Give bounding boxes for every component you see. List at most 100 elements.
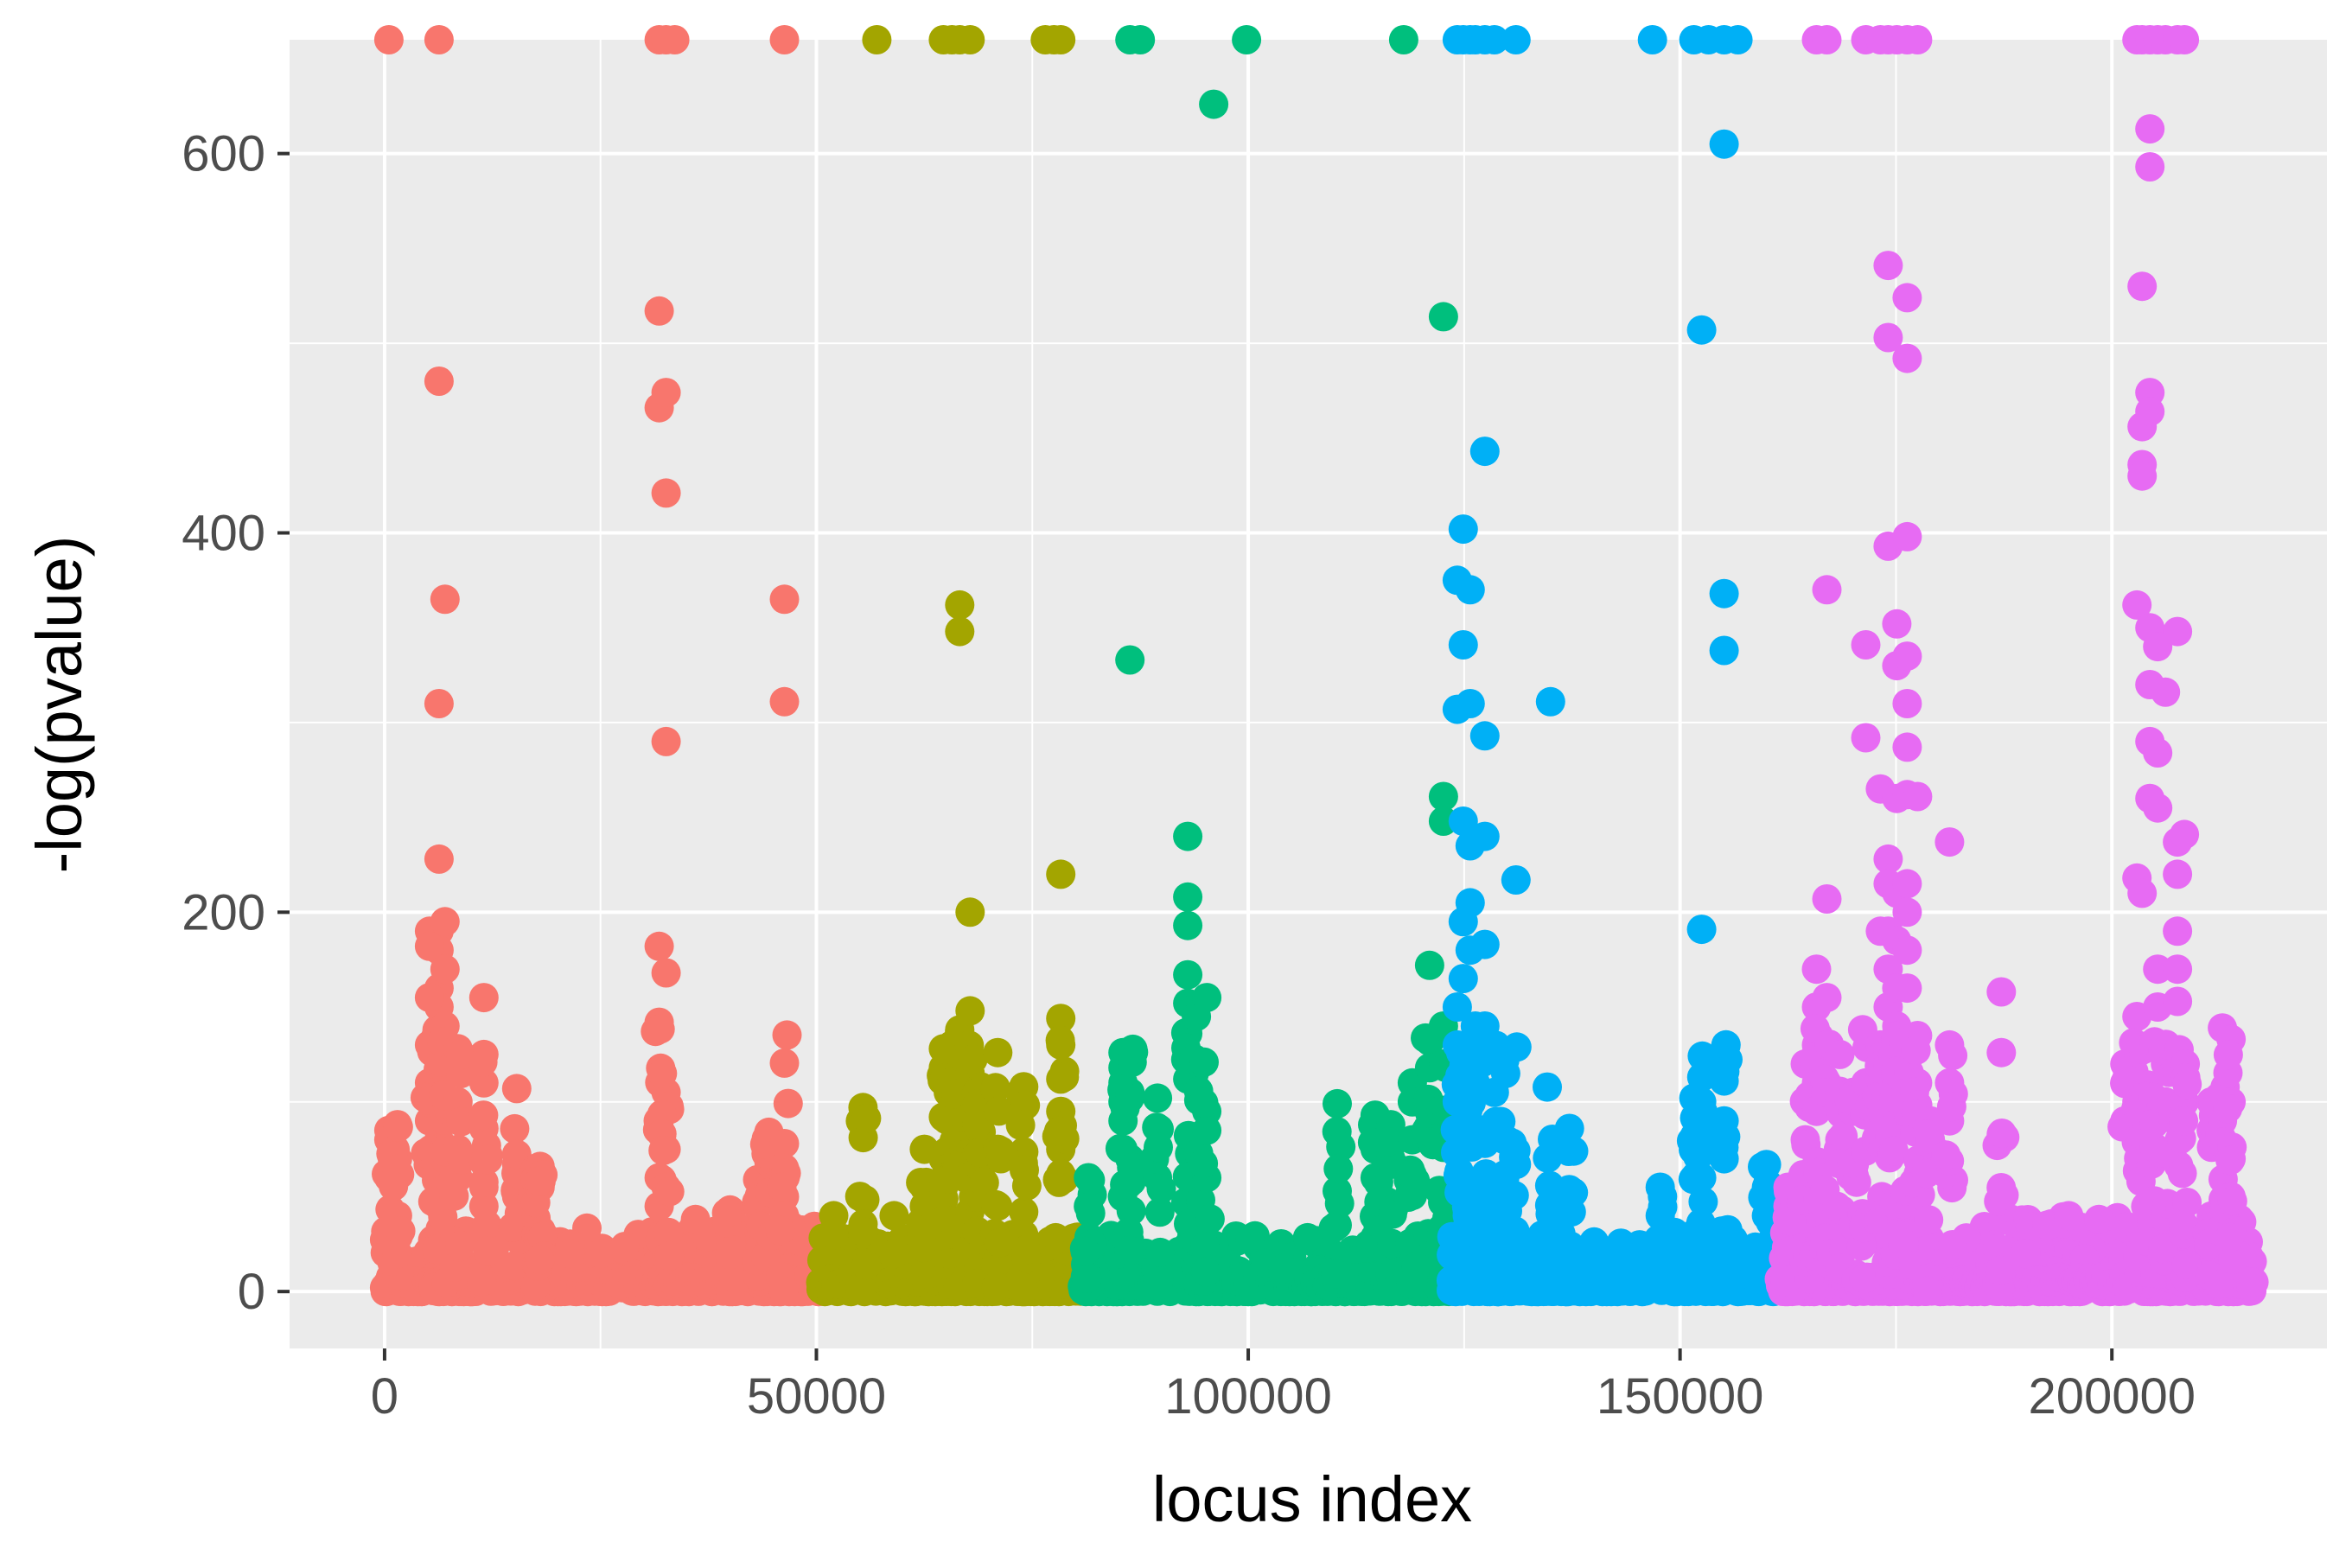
data-point bbox=[525, 1166, 554, 1196]
data-point bbox=[981, 1272, 1011, 1302]
data-point bbox=[1986, 1037, 2017, 1068]
data-point bbox=[1448, 964, 1478, 994]
data-point bbox=[1882, 609, 1912, 639]
y-tick-label: 400 bbox=[182, 505, 265, 561]
data-point bbox=[2239, 1267, 2269, 1297]
data-point bbox=[1486, 1106, 1516, 1137]
data-point bbox=[1189, 1047, 1219, 1077]
data-point bbox=[2163, 859, 2193, 889]
data-point bbox=[430, 584, 460, 615]
data-point bbox=[1070, 1236, 1100, 1266]
data-point bbox=[1469, 437, 1500, 467]
data-point bbox=[1687, 1041, 1718, 1071]
y-tick-label: 0 bbox=[238, 1264, 265, 1320]
data-point bbox=[2011, 1239, 2041, 1269]
data-point bbox=[1849, 1264, 1879, 1294]
data-point bbox=[653, 1217, 684, 1247]
data-point bbox=[644, 931, 674, 961]
data-point bbox=[1686, 1261, 1716, 1291]
data-point bbox=[1011, 1170, 1042, 1201]
data-point bbox=[1005, 1110, 1036, 1140]
data-point bbox=[1873, 844, 1903, 874]
data-point bbox=[1554, 1175, 1584, 1205]
data-point bbox=[955, 897, 985, 927]
data-point bbox=[651, 958, 681, 988]
data-point bbox=[1989, 1180, 2019, 1210]
data-point bbox=[439, 1181, 469, 1211]
data-point bbox=[499, 1212, 528, 1242]
data-point bbox=[1892, 935, 1922, 966]
series-group-5 bbox=[1764, 25, 2269, 1307]
data-point bbox=[1903, 781, 1933, 812]
data-point bbox=[2213, 1093, 2243, 1124]
data-point bbox=[383, 1112, 413, 1142]
data-point bbox=[555, 1239, 585, 1269]
data-point bbox=[414, 983, 444, 1013]
data-point bbox=[955, 25, 985, 54]
x-axis: 0 50000 100000 150000 200000 bbox=[371, 1348, 2196, 1425]
data-point bbox=[1825, 1039, 1855, 1069]
data-point bbox=[2204, 1269, 2234, 1299]
data-point bbox=[500, 1113, 530, 1144]
data-point bbox=[1115, 645, 1145, 675]
data-point bbox=[1455, 575, 1485, 605]
data-point bbox=[1046, 1004, 1076, 1034]
x-tick-label: 200000 bbox=[2028, 1368, 2196, 1425]
data-point bbox=[769, 1129, 800, 1158]
data-point bbox=[1049, 1062, 1080, 1092]
data-point bbox=[2163, 954, 2193, 985]
data-point bbox=[1712, 1214, 1743, 1245]
data-point bbox=[1553, 1137, 1584, 1166]
data-point bbox=[1892, 641, 1922, 672]
data-point bbox=[1686, 915, 1717, 945]
data-point bbox=[1892, 732, 1922, 762]
data-point bbox=[2215, 1222, 2245, 1252]
data-point bbox=[1985, 1255, 2016, 1285]
data-point bbox=[2135, 152, 2165, 182]
data-point bbox=[767, 1172, 797, 1202]
data-point bbox=[2084, 1204, 2114, 1234]
data-point bbox=[2135, 397, 2165, 427]
data-point bbox=[1684, 1106, 1714, 1136]
data-point bbox=[379, 1171, 409, 1201]
data-point bbox=[848, 1216, 878, 1246]
data-point bbox=[1709, 635, 1739, 666]
data-point bbox=[1711, 1029, 1741, 1060]
data-points bbox=[369, 25, 2269, 1307]
data-point bbox=[908, 1233, 939, 1263]
data-point bbox=[1146, 1174, 1176, 1204]
data-point bbox=[1045, 1025, 1075, 1055]
data-point bbox=[955, 996, 985, 1026]
data-point bbox=[1828, 1121, 1858, 1151]
data-point bbox=[1190, 1232, 1221, 1262]
data-point bbox=[1324, 1189, 1354, 1219]
data-point bbox=[715, 1240, 745, 1270]
data-point bbox=[969, 1168, 999, 1198]
data-point bbox=[644, 296, 674, 326]
data-point bbox=[2218, 1245, 2248, 1274]
y-axis-title: -log(pvalue) bbox=[23, 536, 95, 874]
data-point bbox=[660, 25, 690, 54]
data-point bbox=[647, 1058, 678, 1088]
data-point bbox=[1192, 983, 1222, 1013]
series-group-1 bbox=[369, 25, 835, 1307]
data-point bbox=[1189, 1087, 1219, 1118]
data-point bbox=[1812, 25, 1842, 54]
data-point bbox=[1490, 1058, 1520, 1088]
data-point bbox=[1683, 1233, 1712, 1264]
data-point bbox=[1936, 1092, 1966, 1122]
data-point bbox=[1937, 1230, 1967, 1259]
data-point bbox=[430, 954, 460, 985]
data-point bbox=[1043, 1116, 1074, 1146]
data-point bbox=[1637, 25, 1667, 54]
data-point bbox=[772, 1020, 802, 1050]
data-point bbox=[1710, 1056, 1740, 1087]
data-point bbox=[1318, 1213, 1348, 1243]
data-point bbox=[1118, 1034, 1148, 1064]
data-point bbox=[1398, 1181, 1427, 1211]
data-point bbox=[2163, 986, 2193, 1017]
data-point bbox=[769, 25, 800, 54]
data-point bbox=[958, 1044, 988, 1074]
data-point bbox=[2127, 271, 2158, 302]
data-point bbox=[984, 1096, 1014, 1126]
